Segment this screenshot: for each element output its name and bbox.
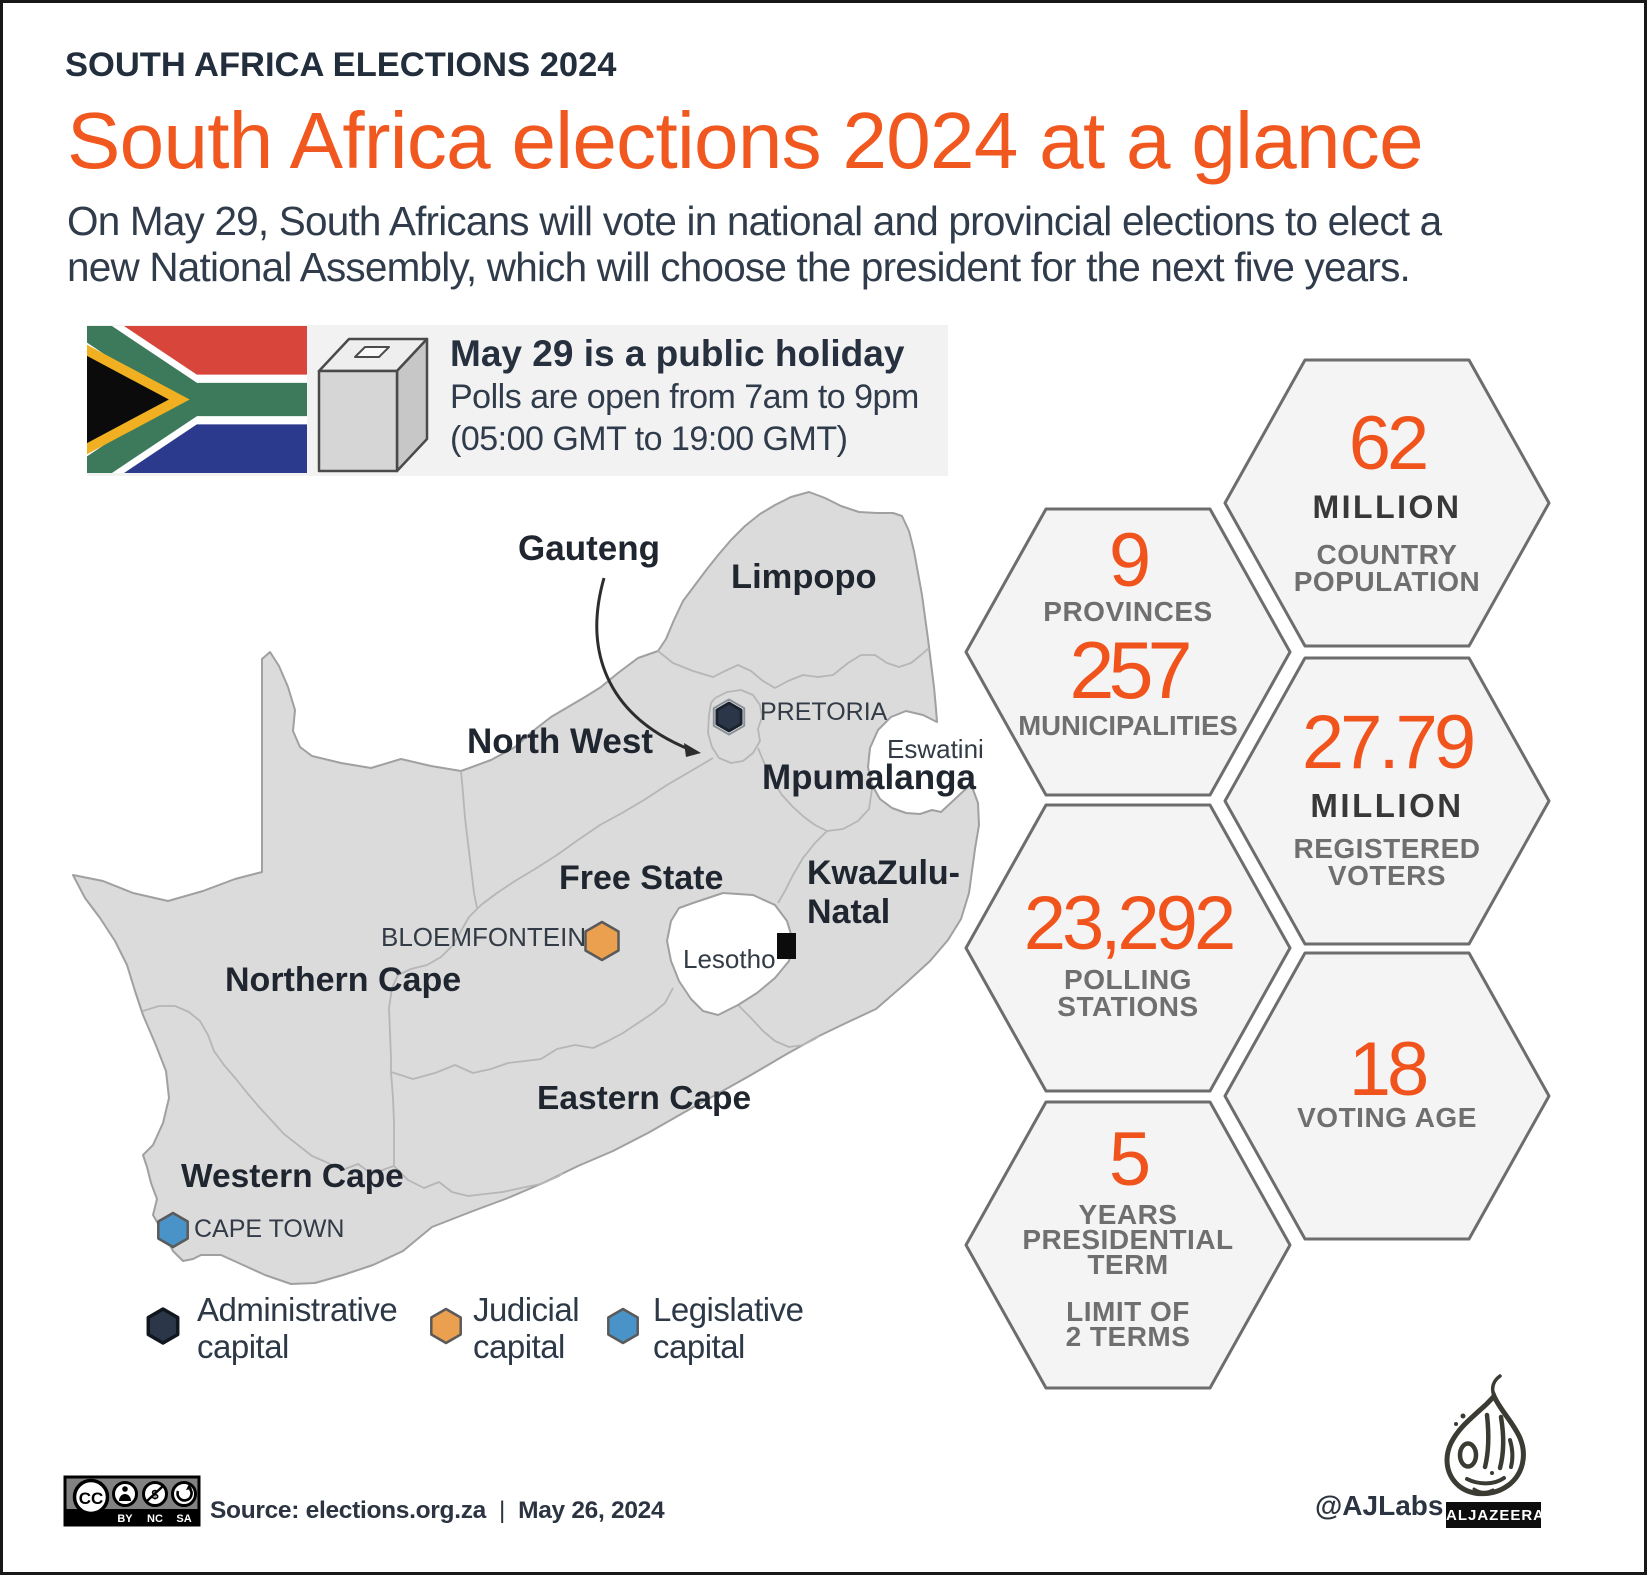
svg-text:CC: CC — [79, 1489, 104, 1508]
svg-text:SA: SA — [176, 1513, 191, 1525]
svg-text:NC: NC — [147, 1513, 163, 1525]
svg-text:BY: BY — [117, 1513, 133, 1525]
